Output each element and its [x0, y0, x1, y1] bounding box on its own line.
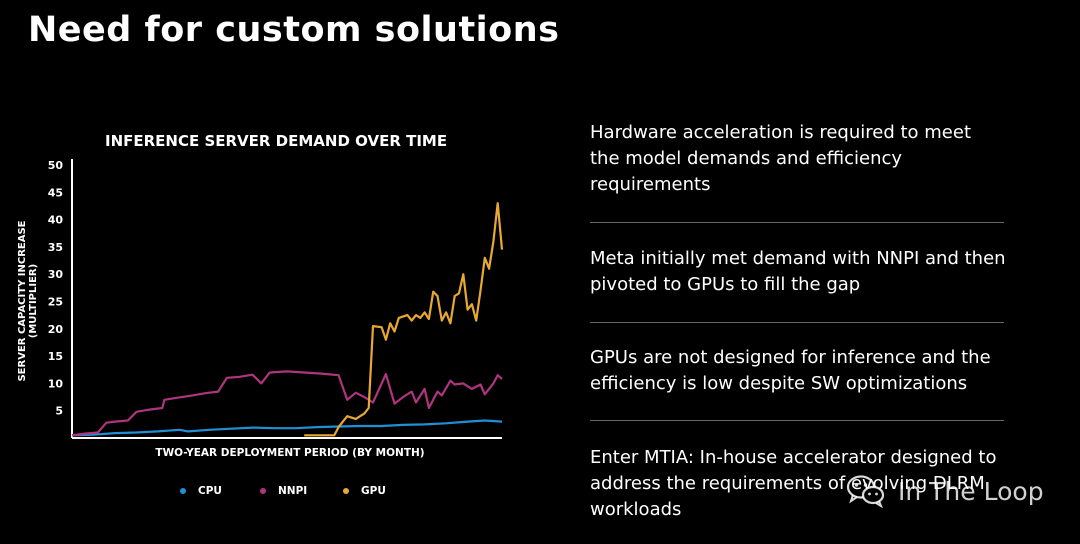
y-tick-label: 30 [48, 268, 64, 281]
y-tick-label: 40 [48, 214, 64, 227]
y-tick-label: 50 [48, 159, 64, 172]
bullet-4: Enter MTIA: In-house accelerator designe… [590, 447, 997, 520]
legend-dot-nnpi [260, 488, 266, 494]
bullet-1: Hardware acceleration is required to mee… [590, 122, 972, 195]
y-tick-label: 45 [48, 186, 63, 199]
legend-label-nnpi: NNPI [278, 485, 308, 497]
y-tick-label: 5 [55, 405, 63, 418]
watermark-text: In The Loop [898, 477, 1044, 506]
bullet-3: GPUs are not designed for inference and … [590, 347, 991, 394]
divider [590, 420, 1004, 421]
y-tick-label: 35 [48, 241, 63, 254]
legend-item-cpu: CPU [180, 485, 222, 497]
legend-label-cpu: CPU [198, 485, 222, 497]
series-line-nnpi [71, 370, 503, 437]
x-axis-label: TWO-YEAR DEPLOYMENT PERIOD (BY MONTH) [155, 447, 425, 459]
series-line-cpu [71, 419, 503, 437]
y-tick-label: 20 [48, 323, 64, 336]
y-tick-label: 15 [48, 350, 63, 363]
bullet-2: Meta initially met demand with NNPI and … [590, 248, 1006, 295]
series-line-gpu [304, 202, 504, 437]
legend-item-gpu: GPU [343, 485, 386, 497]
divider [590, 322, 1004, 323]
chart-title: INFERENCE SERVER DEMAND OVER TIME [105, 132, 448, 150]
legend-label-gpu: GPU [361, 485, 386, 497]
y-tick-label: 10 [48, 377, 64, 390]
legend-dot-cpu [180, 488, 186, 494]
legend-item-nnpi: NNPI [260, 485, 307, 497]
divider [590, 222, 1004, 223]
wechat-icon [846, 475, 885, 508]
slide-title: Need for custom solutions [28, 10, 560, 50]
y-tick-label: 25 [48, 296, 63, 309]
legend-dot-gpu [343, 488, 349, 494]
y-axis-label: SERVER CAPACITY INCREASE (MULTIPLIER) [17, 220, 39, 382]
